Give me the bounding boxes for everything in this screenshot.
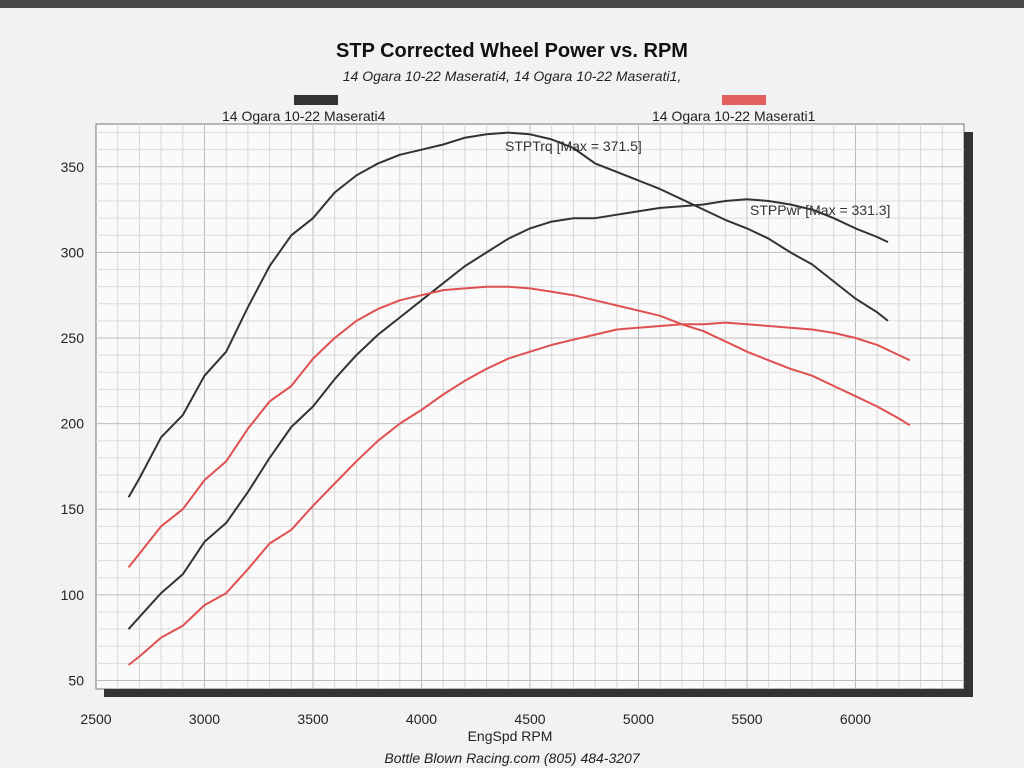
x-tick-label: 5500	[731, 711, 762, 727]
chart-subtitle: 14 Ogara 10-22 Maserati4, 14 Ogara 10-22…	[342, 68, 682, 84]
x-tick-label: 2500	[80, 711, 111, 727]
x-tick-label: 5000	[623, 711, 654, 727]
grid-lines	[96, 124, 964, 689]
power-max-annotation: STPPwr [Max = 331.3]	[750, 202, 890, 218]
legend-label-maserati4: 14 Ogara 10-22 Maserati4	[222, 108, 386, 124]
y-tick-label: 150	[61, 501, 85, 517]
x-tick-label: 3500	[297, 711, 328, 727]
x-tick-label: 3000	[189, 711, 220, 727]
x-tick-label: 4500	[514, 711, 545, 727]
tick-labels: 2500 3000 3500 4000 4500 5000 5500 6000 50 100 150…	[61, 159, 872, 727]
series-line-3	[127, 321, 911, 666]
series-line-1	[127, 198, 889, 630]
x-axis-title: EngSpd RPM	[468, 728, 553, 744]
y-tick-label: 250	[61, 330, 85, 346]
series-line-0	[127, 131, 889, 498]
series-lines	[127, 131, 911, 666]
y-tick-label: 350	[61, 159, 85, 175]
legend-swatch-maserati4	[294, 95, 338, 105]
x-tick-label: 4000	[406, 711, 437, 727]
torque-max-annotation: STPTrq [Max = 371.5]	[505, 138, 642, 154]
y-tick-label: 100	[61, 587, 85, 603]
chart-title: STP Corrected Wheel Power vs. RPM	[336, 40, 688, 62]
y-tick-label: 50	[68, 672, 84, 688]
footer-contact: Bottle Blown Racing.com (805) 484-3207	[384, 750, 640, 766]
plot-shadow-right	[964, 132, 973, 697]
x-tick-label: 6000	[840, 711, 871, 727]
y-tick-label: 200	[61, 416, 85, 432]
plot-shadow-bottom	[104, 689, 973, 697]
legend-label-maserati1: 14 Ogara 10-22 Maserati1	[652, 108, 816, 124]
series-line-2	[127, 285, 911, 569]
legend-swatch-maserati1	[722, 95, 766, 105]
y-tick-label: 300	[61, 244, 85, 260]
